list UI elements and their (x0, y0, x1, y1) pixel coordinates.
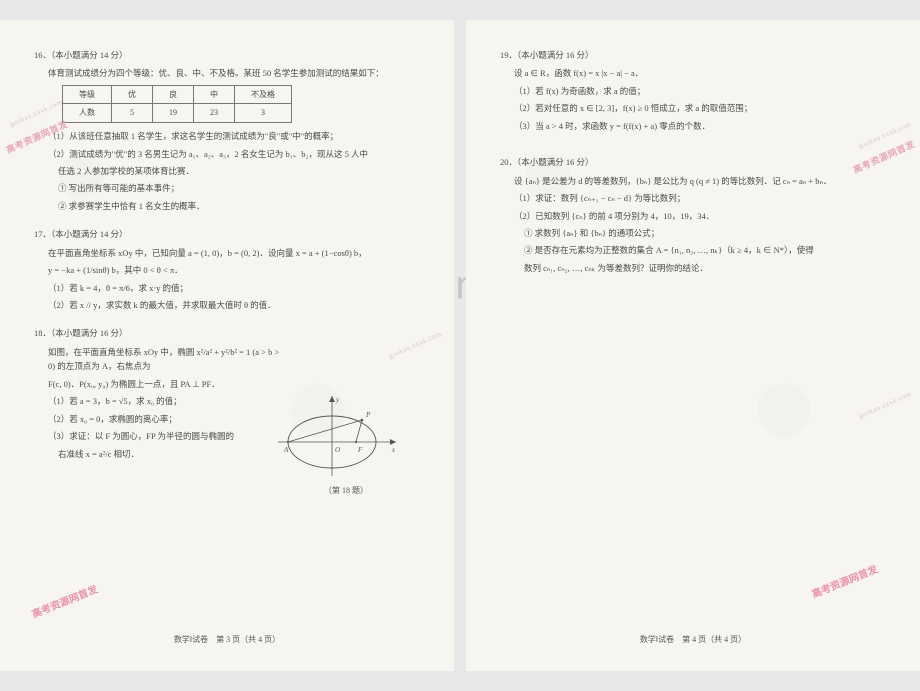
question-text: 如图，在平面直角坐标系 xOy 中，椭圆 x²/a² + y²/b² = 1 (… (48, 345, 280, 374)
page-3: gaokao.zxxk.com 高考资源网首发 gaokao.zxxk.com … (0, 20, 454, 671)
grade-table: 等级 优 良 中 不及格 人数 5 19 23 3 (62, 85, 292, 123)
table-row: 人数 5 19 23 3 (63, 104, 292, 123)
question-heading: 16．（本小题满分 14 分） (34, 48, 420, 62)
question-20: 20．（本小题满分 16 分） 设 {aₙ} 是公差为 d 的等差数列，{bₙ}… (500, 155, 886, 275)
question-text: 设 {aₙ} 是公差为 d 的等差数列，{bₙ} 是公比为 q (q ≠ 1) … (514, 174, 886, 188)
table-header: 良 (153, 85, 194, 104)
question-19: 19．（本小题满分 16 分） 设 a ∈ R，函数 f(x) = x |x −… (500, 48, 886, 133)
question-text: （2）若对任意的 x ∈ [2, 3]，f(x) ≥ 0 恒成立，求 a 的取值… (514, 101, 886, 115)
page-footer: 数学Ⅰ试卷 第 3 页（共 4 页） (0, 633, 454, 647)
axis-label: F (357, 446, 363, 454)
table-row: 等级 优 良 中 不及格 (63, 85, 292, 104)
table-header: 不及格 (235, 85, 292, 104)
question-text: （3）求证：以 F 为圆心，FP 为半径的圆与椭圆的 (48, 429, 280, 443)
table-header: 等级 (63, 85, 112, 104)
axis-label: P (365, 411, 371, 419)
stamp-watermark: 高考资源网首发 (29, 582, 100, 624)
table-header: 中 (194, 85, 235, 104)
axis-label: y (335, 396, 340, 404)
question-text: （1）若 f(x) 为奇函数，求 a 的值； (514, 84, 886, 98)
question-text: （2）测试成绩为"优"的 3 名男生记为 a₁、a₂、a₃，2 名女生记为 b₁… (48, 147, 420, 161)
question-text: ① 写出所有等可能的基本事件； (48, 181, 420, 195)
question-text: 任选 2 人参加学校的某项体育比赛． (48, 164, 420, 178)
question-text: F(c, 0)．P(x₀, y₀) 为椭圆上一点，且 PA ⊥ PF． (48, 377, 280, 391)
axis-label: x (391, 446, 396, 454)
question-text: ② 是否存在元素均为正整数的集合 A = {n₁, n₂, …, nₖ}（k ≥… (514, 243, 886, 257)
question-text: （2）若 x // y，求实数 k 的最大值，并求取最大值时 θ 的值． (48, 298, 420, 312)
question-heading: 20．（本小题满分 16 分） (500, 155, 886, 169)
question-heading: 19．（本小题满分 16 分） (500, 48, 886, 62)
page-footer: 数学Ⅰ试卷 第 4 页（共 4 页） (466, 633, 920, 647)
question-text: 体育测试成绩分为四个等级：优、良、中、不及格。某班 50 名学生参加测试的结果如… (48, 66, 420, 80)
axis-label: A (283, 446, 289, 454)
question-heading: 17．（本小题满分 14 分） (34, 227, 420, 241)
question-text: （2）若 x₀ = 0，求椭圆的离心率； (48, 412, 280, 426)
question-17: 17．（本小题满分 14 分） 在平面直角坐标系 xOy 中，已知向量 a = … (34, 227, 420, 312)
question-text: （1）从该班任意抽取 1 名学生，求这名学生的测试成绩为"良"或"中"的概率； (48, 129, 420, 143)
table-cell: 19 (153, 104, 194, 123)
question-text: y = −ka + (1/sinθ) b，其中 0 < θ < π． (48, 263, 420, 277)
ellipse-figure: A O F P x y (272, 390, 402, 482)
stamp-watermark: 高考资源网首发 (809, 562, 880, 604)
table-header: 优 (112, 85, 153, 104)
question-text: （1）若 k = 4，θ = π/6，求 x·y 的值； (48, 281, 420, 295)
page-4: gaokao.zxxk.com 高考资源网首发 gaokao.zxxk.com … (466, 20, 920, 671)
table-cell: 3 (235, 104, 292, 123)
question-text: 数列 cₙ₁, cₙ₂, …, cₙₖ 为等差数列？证明你的结论． (514, 261, 886, 275)
figure-caption: （第 18 题） (324, 484, 368, 498)
question-text: （2）已知数列 {cₙ} 的前 4 项分别为 4，10，19，34． (514, 209, 886, 223)
two-page-scan: www.zixin.com.cn gaokao.zxxk.com 高考资源网首发… (0, 20, 920, 671)
question-text: 设 a ∈ R，函数 f(x) = x |x − a| − a． (514, 66, 886, 80)
question-text: ① 求数列 {aₙ} 和 {bₙ} 的通项公式； (514, 226, 886, 240)
question-text: 右准线 x = a²/c 相切． (48, 447, 280, 461)
question-heading: 18．（本小题满分 16 分） (34, 326, 420, 340)
axis-label: O (335, 446, 340, 454)
table-cell: 人数 (63, 104, 112, 123)
question-16: 16．（本小题满分 14 分） 体育测试成绩分为四个等级：优、良、中、不及格。某… (34, 48, 420, 213)
question-text: （3）当 a > 4 时，求函数 y = f(f(x) + a) 零点的个数． (514, 119, 886, 133)
table-cell: 23 (194, 104, 235, 123)
corner-watermark: gaokao.zxxk.com (857, 389, 914, 423)
question-text: ② 求参赛学生中恰有 1 名女生的概率． (48, 199, 420, 213)
table-cell: 5 (112, 104, 153, 123)
question-text: （1）若 a = 3，b = √5，求 x₀ 的值； (48, 394, 280, 408)
question-text: 在平面直角坐标系 xOy 中，已知向量 a = (1, 0)，b = (0, 2… (48, 246, 420, 260)
question-text: （1）求证：数列 {cₙ₊₁ − cₙ − d} 为等比数列； (514, 191, 886, 205)
